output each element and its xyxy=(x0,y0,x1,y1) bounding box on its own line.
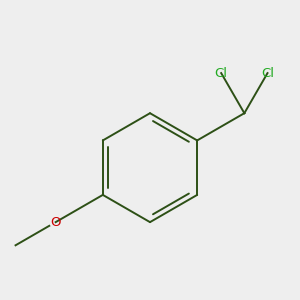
Text: Cl: Cl xyxy=(261,67,274,80)
Text: Cl: Cl xyxy=(215,67,228,80)
Text: O: O xyxy=(50,216,61,229)
